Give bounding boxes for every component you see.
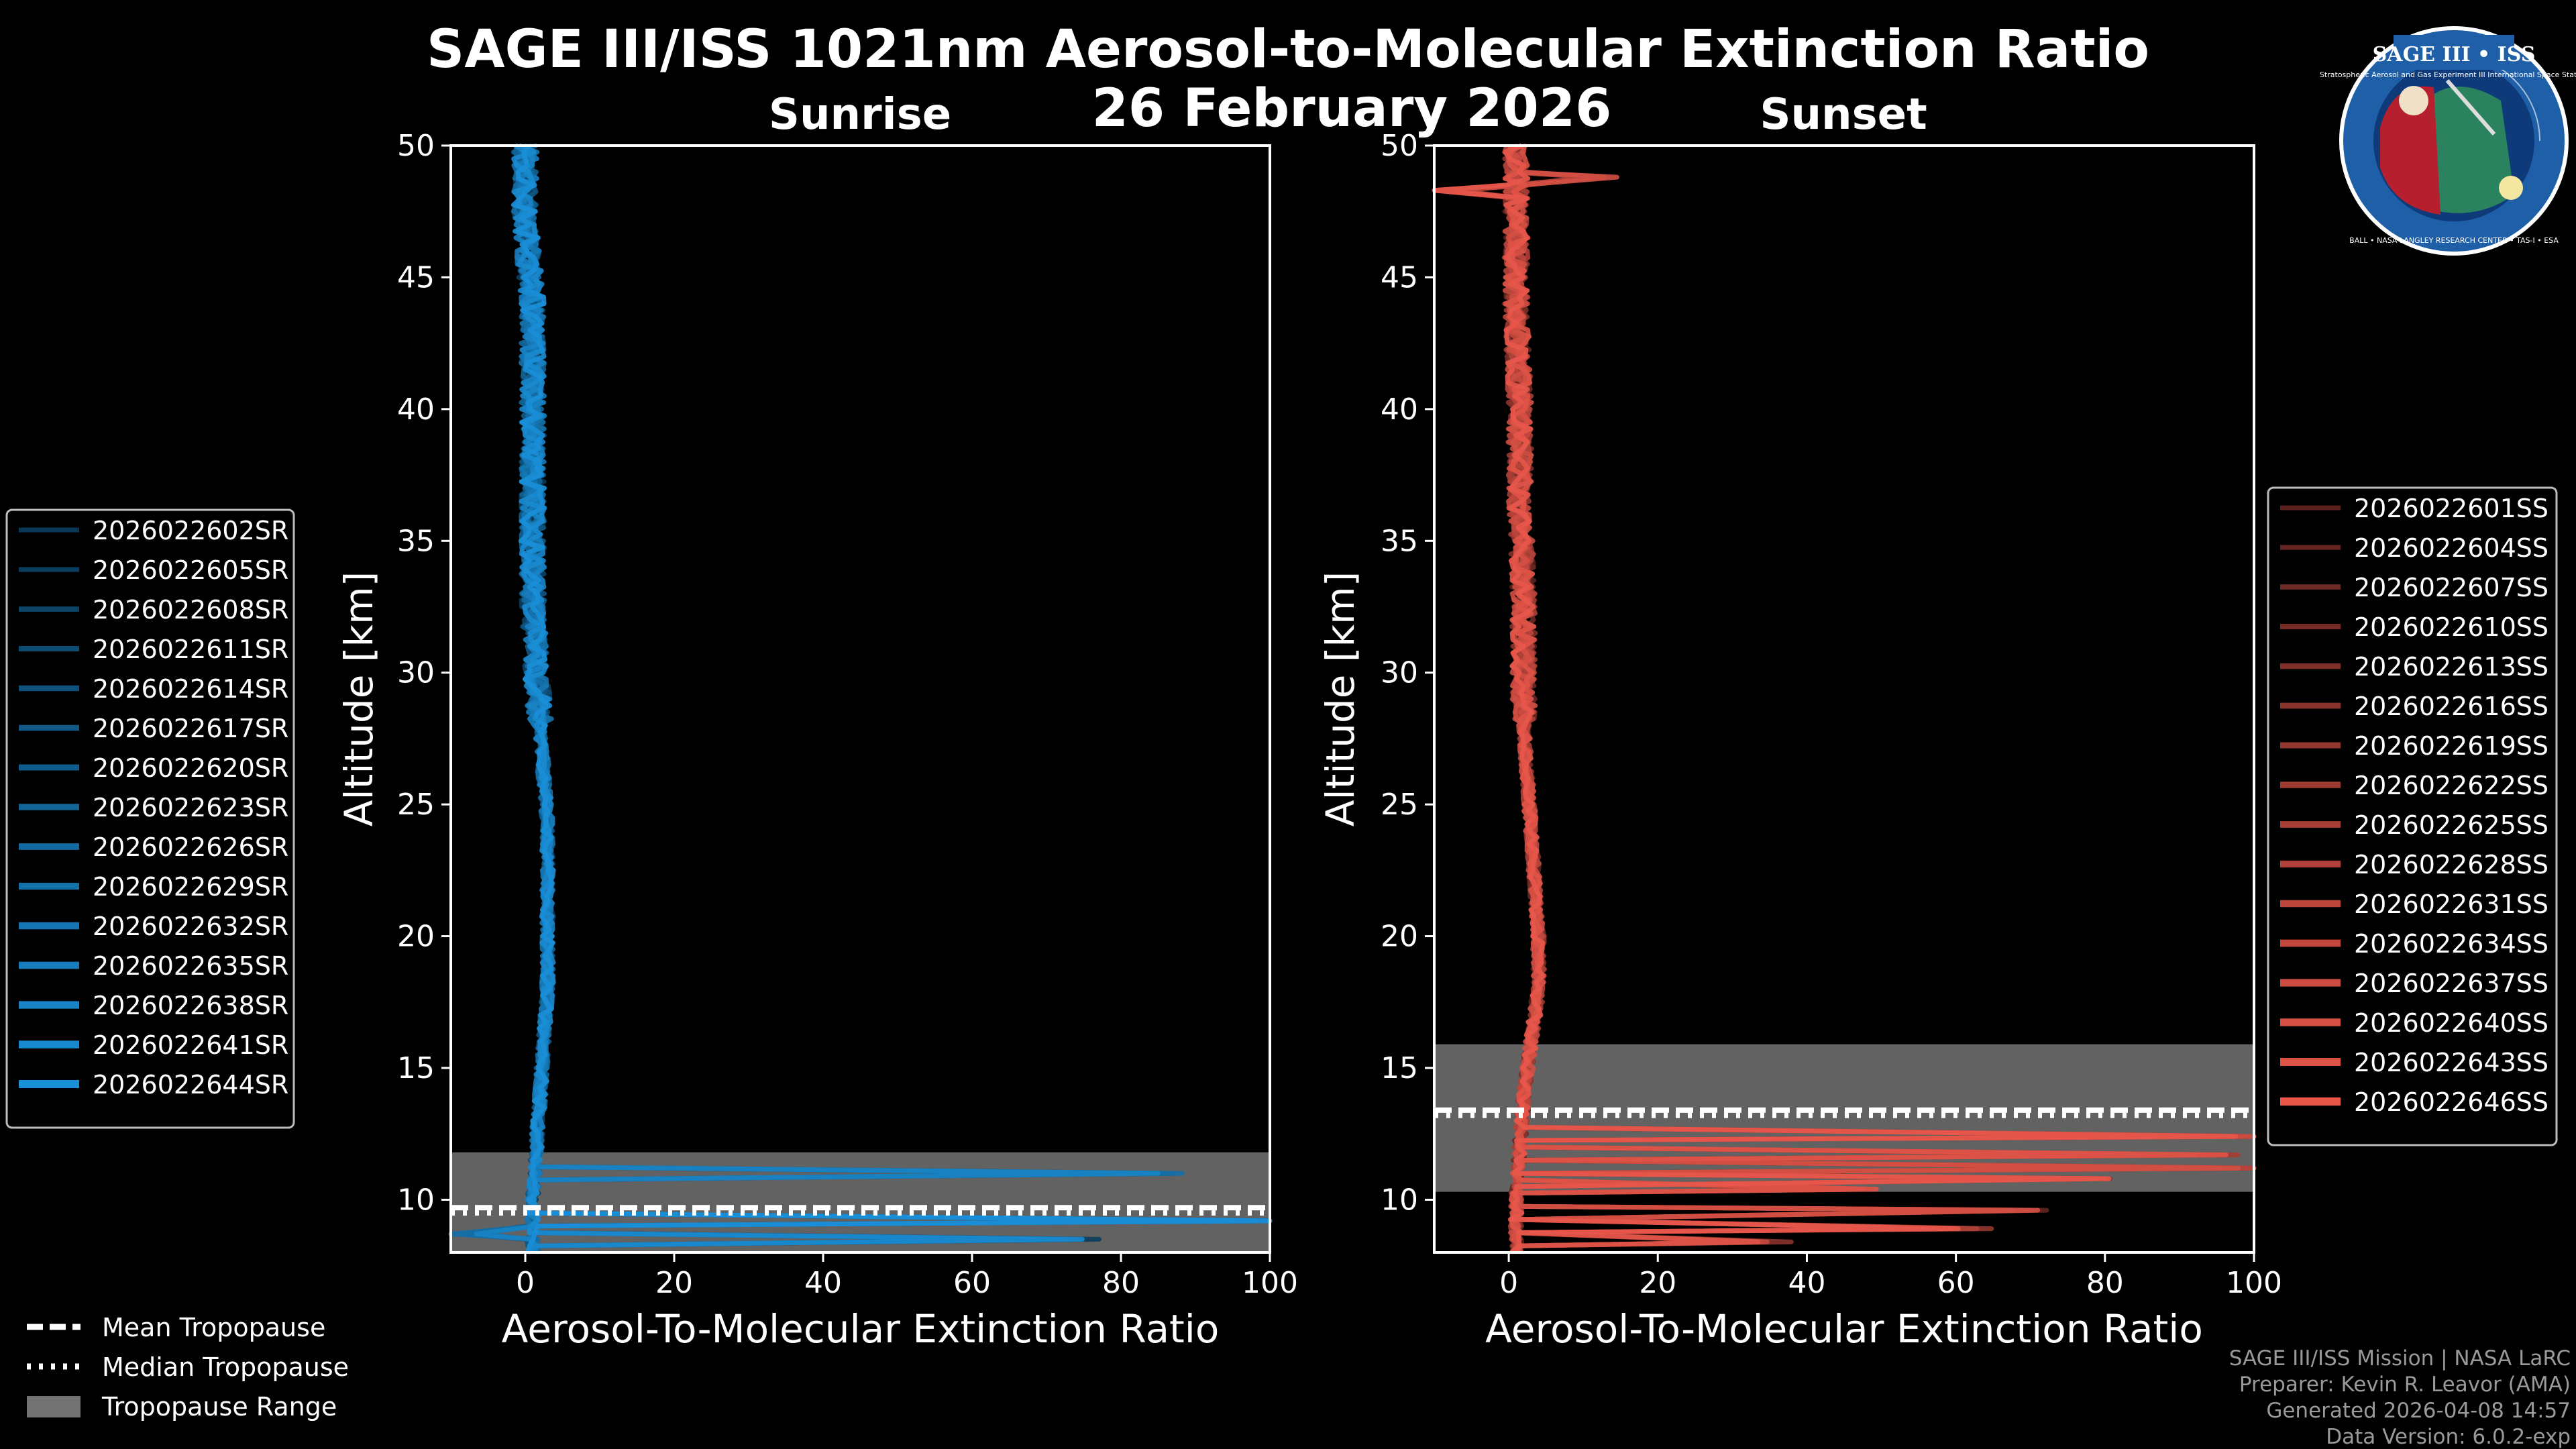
legend-label-2026022638SR: 2026022638SR <box>93 991 288 1020</box>
legend-label-2026022643SS: 2026022643SS <box>2354 1048 2548 1077</box>
credit-preparer: Preparer: Kevin R. Leavor (AMA) <box>2239 1373 2571 1397</box>
legend-label-2026022611SR: 2026022611SR <box>93 635 288 664</box>
legend-label-2026022644SR: 2026022644SR <box>93 1070 288 1099</box>
legend-label-2026022631SS: 2026022631SS <box>2354 890 2548 919</box>
sunrise-panel: 0 20 40 60 80 100 10 15 20 25 30 35 40 45 50 Aerosol-To… <box>5 90 1298 1352</box>
profile-line-2026022644SR <box>511 144 1273 1253</box>
legend-label-2026022640SS: 2026022640SS <box>2354 1008 2548 1038</box>
legend-label-2026022622SS: 2026022622SS <box>2354 771 2548 800</box>
series-legend-box <box>5 508 295 1129</box>
x-tick-label: 40 <box>804 1266 842 1300</box>
legend-label-2026022619SS: 2026022619SS <box>2354 731 2548 761</box>
x-tick-label: 60 <box>953 1266 991 1300</box>
legend-label-2026022646SS: 2026022646SS <box>2354 1087 2548 1117</box>
y-axis-label: Altitude [km] <box>1318 572 1363 826</box>
sunset-panel: 0 20 40 60 80 100 10 15 20 25 30 35 40 45 50 Aerosol-To… <box>1318 90 2558 1352</box>
y-axis-label: Altitude [km] <box>336 572 382 826</box>
panel-title: Sunset <box>1760 90 1927 140</box>
logo-name: SAGE III • ISS <box>2373 43 2536 66</box>
plot-frame <box>449 144 1271 1254</box>
x-tick-label: 20 <box>655 1266 693 1300</box>
credit-generated: Generated 2026-04-08 14:57 <box>2266 1399 2571 1423</box>
legend-label-2026022607SS: 2026022607SS <box>2354 573 2548 602</box>
legend-label-2026022608SR: 2026022608SR <box>93 595 288 625</box>
legend-label-2026022620SR: 2026022620SR <box>93 753 288 783</box>
legend-label-2026022625SS: 2026022625SS <box>2354 810 2548 840</box>
tropopause-range-swatch <box>27 1396 80 1417</box>
y-tick-label: 35 <box>1381 524 1418 558</box>
figure-date: 26 February 2026 <box>1092 78 1612 139</box>
y-tick-label: 40 <box>1381 392 1418 427</box>
y-tick-label: 35 <box>397 524 435 558</box>
credits-block: SAGE III/ISS Mission | NASA LaRC Prepare… <box>2229 1346 2571 1449</box>
mean-tropopause-label: Mean Tropopause <box>102 1313 325 1342</box>
sage-iii-iss-mission-logo: SAGE III • ISS Stratospheric Aerosol and… <box>2320 26 2576 256</box>
x-tick-label: 80 <box>1102 1266 1140 1300</box>
profile-line-2026022646SS <box>1432 143 2239 1254</box>
y-tick-label: 30 <box>397 656 435 690</box>
median-tropopause-label: Median Tropopause <box>102 1352 349 1382</box>
figure-title: SAGE III/ISS 1021nm Aerosol-to-Molecular… <box>427 19 2149 80</box>
x-axis-label: Aerosol-To-Molecular Extinction Ratio <box>502 1306 1220 1352</box>
legend-label-2026022637SS: 2026022637SS <box>2354 969 2548 998</box>
x-tick-label: 0 <box>516 1266 535 1300</box>
legend-label-2026022617SR: 2026022617SR <box>93 714 288 743</box>
tropopause-legend: Mean Tropopause Median Tropopause Tropop… <box>27 1313 349 1421</box>
y-tick-label: 25 <box>1381 788 1418 822</box>
credit-data-version: Data Version: 6.0.2-exp <box>2326 1425 2571 1449</box>
y-tick-label: 50 <box>397 129 435 163</box>
legend-label-2026022601SS: 2026022601SS <box>2354 494 2548 523</box>
legend-label-2026022635SR: 2026022635SR <box>93 951 288 981</box>
x-tick-label: 80 <box>2086 1266 2124 1300</box>
y-tick-label: 15 <box>1381 1051 1418 1085</box>
logo-ring-text: BALL • NASA LANGLEY RESEARCH CENTER • TA… <box>2349 236 2559 245</box>
x-tick-label: 0 <box>1499 1266 1518 1300</box>
y-tick-label: 40 <box>397 392 435 427</box>
logo-tagline: Stratospheric Aerosol and Gas Experiment… <box>2320 70 2576 79</box>
legend-label-2026022634SS: 2026022634SS <box>2354 929 2548 959</box>
tropopause-range-label: Tropopause Range <box>101 1392 337 1421</box>
y-tick-label: 45 <box>1381 260 1418 294</box>
credit-mission: SAGE III/ISS Mission | NASA LaRC <box>2229 1346 2571 1371</box>
x-tick-label: 20 <box>1639 1266 1676 1300</box>
legend-label-2026022623SR: 2026022623SR <box>93 793 288 822</box>
x-tick-label: 40 <box>1788 1266 1825 1300</box>
legend-label-2026022605SR: 2026022605SR <box>93 555 288 585</box>
y-tick-label: 45 <box>397 260 435 294</box>
panel-title: Sunrise <box>769 90 951 140</box>
x-tick-label: 100 <box>1242 1266 1298 1300</box>
x-tick-label: 60 <box>1937 1266 1975 1300</box>
legend-label-2026022604SS: 2026022604SS <box>2354 533 2548 563</box>
legend-label-2026022616SS: 2026022616SS <box>2354 692 2548 721</box>
plot-area <box>451 146 1270 1252</box>
plot-frame <box>1433 144 2255 1254</box>
x-tick-label: 100 <box>2226 1266 2282 1300</box>
legend-label-2026022626SR: 2026022626SR <box>93 833 288 862</box>
legend-label-2026022641SR: 2026022641SR <box>93 1030 288 1060</box>
legend-label-2026022628SS: 2026022628SS <box>2354 850 2548 879</box>
y-tick-label: 15 <box>397 1051 435 1085</box>
y-tick-label: 25 <box>397 788 435 822</box>
legend-label-2026022610SS: 2026022610SS <box>2354 612 2548 642</box>
legend-label-2026022614SR: 2026022614SR <box>93 674 288 704</box>
y-tick-label: 20 <box>1381 920 1418 954</box>
legend-label-2026022629SR: 2026022629SR <box>93 872 288 902</box>
legend-label-2026022613SS: 2026022613SS <box>2354 652 2548 682</box>
y-tick-label: 10 <box>397 1183 435 1217</box>
y-tick-label: 10 <box>1381 1183 1418 1217</box>
x-axis-label: Aerosol-To-Molecular Extinction Ratio <box>1485 1306 2203 1352</box>
y-tick-label: 50 <box>1381 129 1418 163</box>
y-tick-label: 30 <box>1381 656 1418 690</box>
legend-label-2026022632SR: 2026022632SR <box>93 912 288 941</box>
legend-label-2026022602SR: 2026022602SR <box>93 516 288 545</box>
y-tick-label: 20 <box>397 920 435 954</box>
